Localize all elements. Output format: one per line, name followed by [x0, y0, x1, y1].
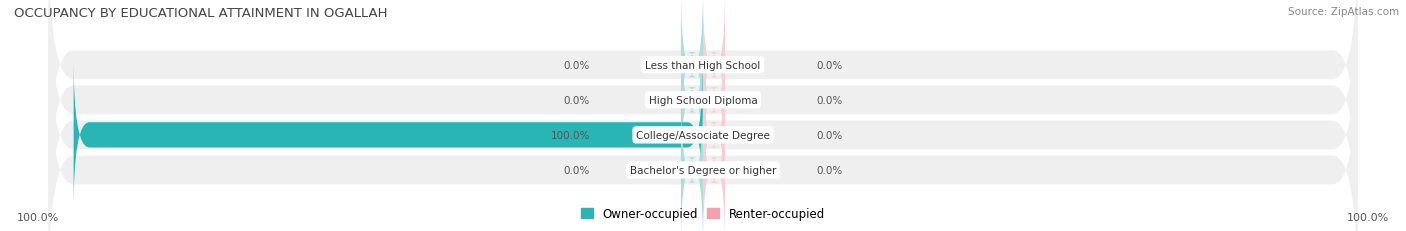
- Text: High School Diploma: High School Diploma: [648, 95, 758, 105]
- Text: 0.0%: 0.0%: [817, 61, 842, 70]
- FancyBboxPatch shape: [703, 61, 725, 210]
- Text: Source: ZipAtlas.com: Source: ZipAtlas.com: [1288, 7, 1399, 17]
- FancyBboxPatch shape: [48, 0, 1358, 191]
- FancyBboxPatch shape: [681, 26, 703, 175]
- Text: 100.0%: 100.0%: [1347, 212, 1389, 222]
- Text: OCCUPANCY BY EDUCATIONAL ATTAINMENT IN OGALLAH: OCCUPANCY BY EDUCATIONAL ATTAINMENT IN O…: [14, 7, 388, 20]
- Text: 0.0%: 0.0%: [817, 165, 842, 175]
- Text: 0.0%: 0.0%: [564, 165, 589, 175]
- FancyBboxPatch shape: [73, 61, 703, 210]
- FancyBboxPatch shape: [703, 26, 725, 175]
- Text: 0.0%: 0.0%: [564, 61, 589, 70]
- Text: 0.0%: 0.0%: [817, 130, 842, 140]
- FancyBboxPatch shape: [48, 45, 1358, 231]
- FancyBboxPatch shape: [703, 0, 725, 140]
- FancyBboxPatch shape: [48, 0, 1358, 226]
- Text: Bachelor's Degree or higher: Bachelor's Degree or higher: [630, 165, 776, 175]
- Text: 0.0%: 0.0%: [817, 95, 842, 105]
- Legend: Owner-occupied, Renter-occupied: Owner-occupied, Renter-occupied: [576, 203, 830, 225]
- FancyBboxPatch shape: [681, 95, 703, 231]
- FancyBboxPatch shape: [681, 0, 703, 140]
- FancyBboxPatch shape: [48, 10, 1358, 231]
- Text: 100.0%: 100.0%: [550, 130, 589, 140]
- Text: College/Associate Degree: College/Associate Degree: [636, 130, 770, 140]
- Text: 0.0%: 0.0%: [564, 95, 589, 105]
- FancyBboxPatch shape: [703, 95, 725, 231]
- Text: 100.0%: 100.0%: [17, 212, 59, 222]
- Text: Less than High School: Less than High School: [645, 61, 761, 70]
